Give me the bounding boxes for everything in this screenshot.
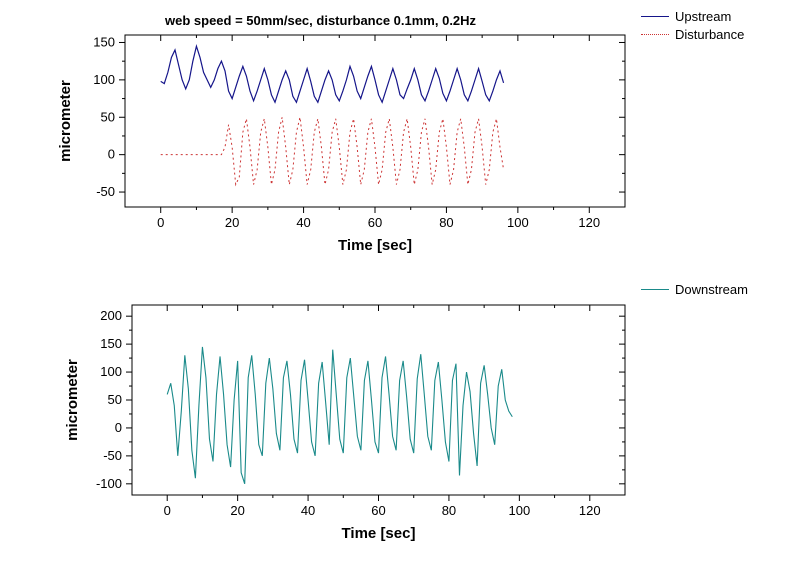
svg-text:micrometer: micrometer — [57, 80, 74, 162]
svg-text:20: 20 — [225, 215, 239, 230]
svg-text:50: 50 — [108, 392, 122, 407]
svg-text:150: 150 — [100, 336, 122, 351]
svg-text:120: 120 — [579, 503, 601, 518]
legend-item: Disturbance — [641, 25, 744, 43]
svg-text:100: 100 — [509, 503, 531, 518]
svg-text:120: 120 — [578, 215, 600, 230]
legend-item: Downstream — [641, 280, 748, 298]
legend-swatch — [641, 16, 669, 17]
svg-text:0: 0 — [164, 503, 171, 518]
legend-label: Disturbance — [675, 27, 744, 42]
legend-top: Upstream Disturbance — [641, 7, 744, 43]
svg-text:40: 40 — [296, 215, 310, 230]
svg-text:80: 80 — [439, 215, 453, 230]
svg-text:150: 150 — [93, 34, 115, 49]
legend-label: Upstream — [675, 9, 731, 24]
legend-bottom: Downstream — [641, 280, 748, 298]
legend-label: Downstream — [675, 282, 748, 297]
legend-item: Upstream — [641, 7, 744, 25]
svg-text:40: 40 — [301, 503, 315, 518]
chart-title: web speed = 50mm/sec, disturbance 0.1mm,… — [165, 13, 476, 28]
svg-text:100: 100 — [93, 72, 115, 87]
svg-text:60: 60 — [368, 215, 382, 230]
svg-text:100: 100 — [100, 364, 122, 379]
svg-text:60: 60 — [371, 503, 385, 518]
svg-text:200: 200 — [100, 308, 122, 323]
legend-swatch — [641, 34, 669, 35]
figure: web speed = 50mm/sec, disturbance 0.1mm,… — [5, 5, 795, 557]
svg-text:100: 100 — [507, 215, 529, 230]
svg-text:micrometer: micrometer — [64, 359, 81, 441]
svg-text:0: 0 — [108, 147, 115, 162]
svg-text:-100: -100 — [96, 476, 122, 491]
svg-text:Time [sec]: Time [sec] — [342, 525, 416, 542]
svg-text:20: 20 — [230, 503, 244, 518]
svg-text:80: 80 — [442, 503, 456, 518]
svg-text:0: 0 — [157, 215, 164, 230]
legend-swatch — [641, 289, 669, 290]
svg-text:Time [sec]: Time [sec] — [338, 237, 412, 254]
svg-text:-50: -50 — [96, 184, 115, 199]
svg-text:-50: -50 — [103, 448, 122, 463]
svg-text:50: 50 — [101, 109, 115, 124]
svg-text:0: 0 — [115, 420, 122, 435]
